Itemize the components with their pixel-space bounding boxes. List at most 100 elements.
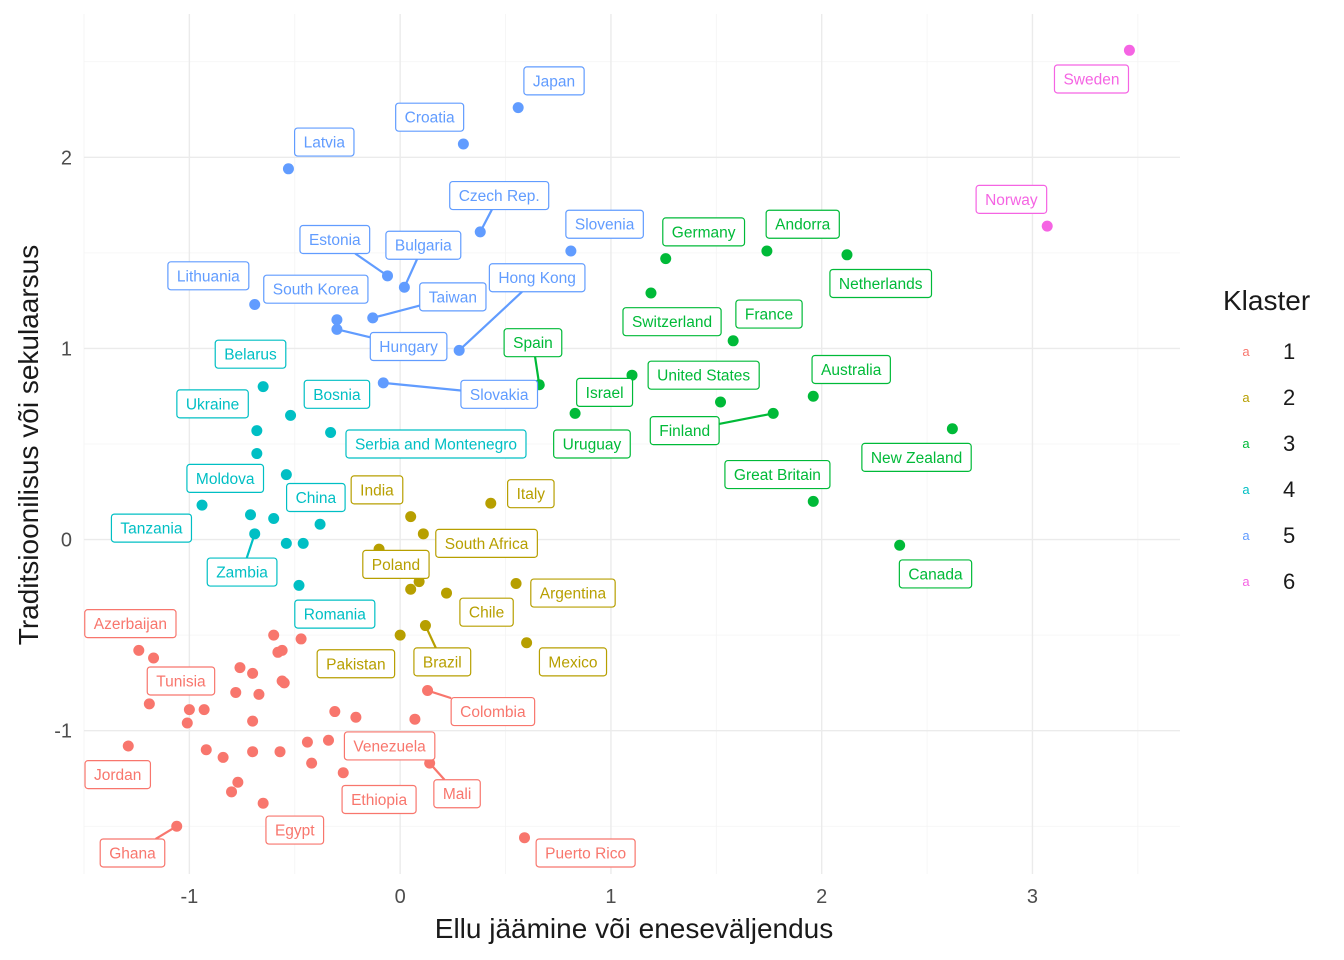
data-point [198,704,210,716]
data-point [329,706,341,718]
point-label: Taiwan [419,282,487,312]
data-point [322,734,334,746]
data-point [394,629,406,641]
point-label: Azerbaijan [84,609,177,639]
label-box [345,429,527,459]
x-tick-label: 0 [395,886,406,908]
legend-key: a [1242,482,1250,497]
data-point [148,652,160,664]
label-box [294,599,376,629]
label-box [186,463,265,493]
point-label: Moldova [186,463,265,493]
label-box [84,760,152,790]
label-text: South Africa [445,536,529,553]
label-box [214,339,287,369]
data-point [282,163,294,175]
label-box [206,557,278,587]
label-box [535,838,636,868]
label-box [488,263,586,293]
label-box [503,328,563,358]
label-box [419,282,487,312]
label-box [829,268,933,299]
point-label: South Korea [263,274,369,304]
point-label: Tanzania [110,513,193,543]
leader-line [354,252,389,277]
label-box [449,180,550,211]
label-box [435,528,538,558]
legend-label: 2 [1283,385,1295,410]
label-box [538,647,608,677]
label-box [553,429,631,459]
point-label: Switzerland [622,307,722,337]
label-text: Italy [517,486,546,503]
y-axis-title: Traditsioonilisus või sekulaarsus [13,245,44,645]
label-box [413,647,472,677]
point-label: France [735,299,803,329]
data-point [314,518,326,530]
data-point [232,776,244,788]
point-label: United States [647,360,760,390]
data-point [274,746,286,758]
point-label: China [285,482,346,513]
leader-line [372,304,421,319]
point-label: Poland [362,549,430,580]
data-point [767,407,779,419]
data-point [285,409,297,421]
point-label: Brazil [413,647,472,677]
data-point [419,620,431,632]
point-label: Canada [898,559,973,589]
data-point [257,381,269,393]
label-box [99,838,166,868]
label-box [146,666,216,696]
label-text: Bosnia [313,387,361,404]
label-box [350,475,404,505]
label-text: Belarus [224,347,277,364]
point-label: Bulgaria [385,230,462,260]
data-point [382,270,394,282]
point-label: Venezuela [343,731,436,761]
legend-entries: a 1 a 2 a 3 a 4 a 5 a 6 [1242,339,1295,594]
label-text: Ukraine [186,396,239,413]
label-box [299,224,371,255]
data-point [367,312,379,324]
point-label: Serbia and Montenegro [345,429,527,459]
label-text: Germany [672,224,736,241]
point-label: Ukraine [176,389,249,419]
label-box [176,389,249,419]
data-point [565,245,577,257]
data-point [660,253,672,265]
data-point [474,226,486,238]
data-point [1041,220,1053,232]
y-tick-label: -1 [54,721,72,743]
data-point [325,427,337,439]
data-point [200,744,212,756]
legend-key: a [1242,528,1250,543]
label-text: Tunisia [156,673,206,690]
data-point [181,717,193,729]
label-text: United States [657,368,750,385]
label-text: Pakistan [326,656,385,673]
label-text: Moldova [196,471,255,488]
label-text: Czech Rep. [459,188,540,205]
label-text: Switzerland [632,314,712,331]
point-label: Romania [294,599,376,629]
label-text: Netherlands [839,276,923,293]
point-label: Jordan [84,760,152,790]
legend: Klaster a 1 a 2 a 3 a 4 a 5 a 6 [1223,285,1310,594]
label-text: Uruguay [563,437,622,454]
point-label: South Africa [435,528,538,558]
data-point [122,740,134,752]
label-text: Argentina [540,586,607,603]
legend-label: 5 [1283,523,1295,548]
label-text: Great Britain [734,467,821,484]
label-box [450,696,536,727]
label-text: Sweden [1063,71,1119,88]
point-label: Argentina [530,578,616,608]
x-tick-label: 3 [1027,886,1038,908]
label-text: Zambia [216,565,268,582]
point-label: Colombia [450,696,536,727]
data-point [512,102,524,114]
point-labels: Japan Croatia Latvia Czech Rep. Slovenia Esto… [84,64,1130,868]
data-point [569,407,581,419]
data-point [230,686,242,698]
